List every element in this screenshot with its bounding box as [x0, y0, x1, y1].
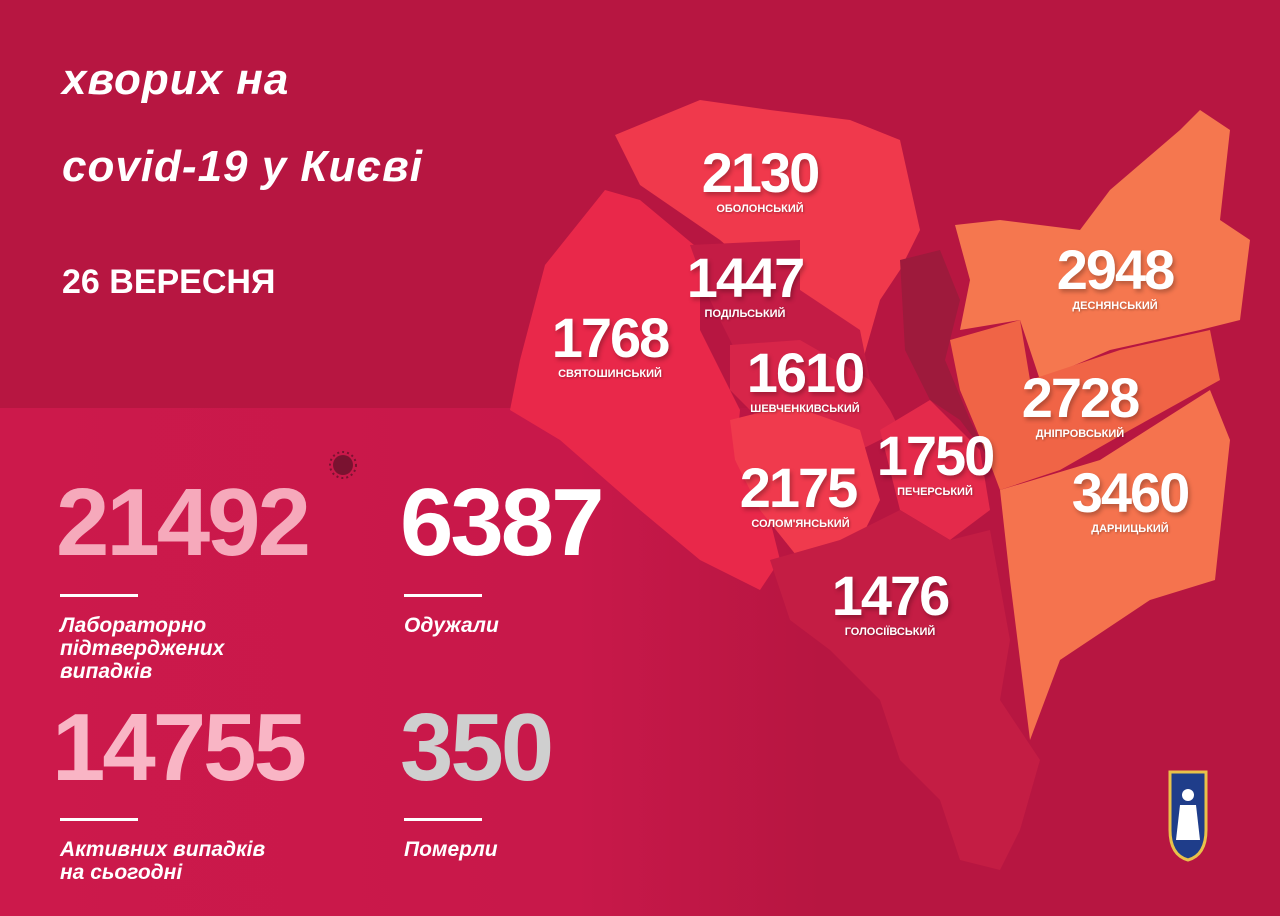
confirmed-label-line: випадків [60, 660, 153, 683]
active-cases-value: 14755 [52, 694, 307, 801]
district-shape-obolonskyi [615, 100, 920, 370]
district-value-solomyanskyi: 2175 [739, 456, 859, 519]
district-shape-dnipro-river [900, 250, 990, 460]
district-label-svyatoshynskyi: СВЯТОШИНСЬКИЙ [558, 368, 662, 380]
deaths-value: 350 [400, 694, 554, 801]
district-value-obolonskyi: 2130 [701, 141, 821, 204]
district-value-holosiivskyi: 1476 [831, 564, 951, 627]
district-label-obolonskyi: ОБОЛОНСЬКИЙ [716, 203, 804, 215]
district-shape-holosiivskyi [770, 510, 1040, 870]
district-label-darnytskyi: ДАРНИЦЬКИЙ [1091, 523, 1169, 535]
active-cases-label: Активних випадків на сьогодні [60, 838, 265, 884]
district-value-podilskyi: 1447 [686, 246, 806, 309]
district-shape-pecherskyi [880, 400, 990, 540]
report-date: 26 ВЕРЕСНЯ [62, 263, 276, 301]
district-shape-solomyanskyi [730, 405, 880, 560]
district-label-desnianskyi: ДЕСНЯНСЬКИЙ [1072, 300, 1158, 312]
district-label-holosiivskyi: ГОЛОСІЇВСЬКИЙ [844, 626, 936, 638]
deaths-label: Померли [404, 838, 498, 861]
district-shape-podilskyi [690, 240, 870, 390]
confirmed-divider [60, 594, 138, 597]
title-line-1: хворих на [62, 55, 290, 104]
confirmed-label-line: підтверджених [60, 637, 225, 660]
district-label-solomyanskyi: СОЛОМ'ЯНСЬКИЙ [751, 518, 850, 530]
deaths-divider [404, 818, 482, 821]
confirmed-cases-label: Лабораторно підтверджених випадків [60, 614, 224, 683]
title-line-2: covid-19 у Києві [62, 142, 423, 191]
active-label-line: Активних випадків [60, 838, 266, 861]
district-value-dniprovskyi: 2728 [1021, 366, 1141, 429]
virus-icon [329, 451, 357, 479]
kyiv-coat-of-arms-icon [1168, 770, 1208, 862]
confirmed-cases-value: 21492 [56, 469, 311, 576]
active-divider [60, 818, 138, 821]
district-shape-svyatoshynskyi [510, 190, 780, 590]
recovered-label: Одужали [404, 614, 499, 637]
district-value-svyatoshynskyi: 1768 [551, 306, 671, 369]
confirmed-label-line: Лабораторно [60, 614, 207, 637]
district-shape-dniprovskyi [950, 320, 1220, 490]
district-value-shevchenkivskyi: 1610 [746, 341, 866, 404]
district-label-podilskyi: ПОДІЛЬСЬКИЙ [704, 308, 786, 320]
district-value-pecherskyi: 1750 [876, 424, 996, 487]
district-shape-desnianskyi [955, 110, 1250, 380]
district-label-dniprovskyi: ДНІПРОВСЬКИЙ [1035, 428, 1125, 440]
recovered-divider [404, 594, 482, 597]
district-label-shevchenkivskyi: ШЕВЧЕНКИВСЬКИЙ [750, 403, 860, 415]
district-value-desnianskyi: 2948 [1056, 238, 1176, 301]
recovered-value: 6387 [400, 469, 605, 576]
active-label-line: на сьогодні [60, 861, 183, 884]
district-shape-darnytskyi [1000, 390, 1230, 740]
district-value-darnytskyi: 3460 [1071, 461, 1191, 524]
district-label-pecherskyi: ПЕЧЕРСЬКИЙ [897, 486, 973, 498]
